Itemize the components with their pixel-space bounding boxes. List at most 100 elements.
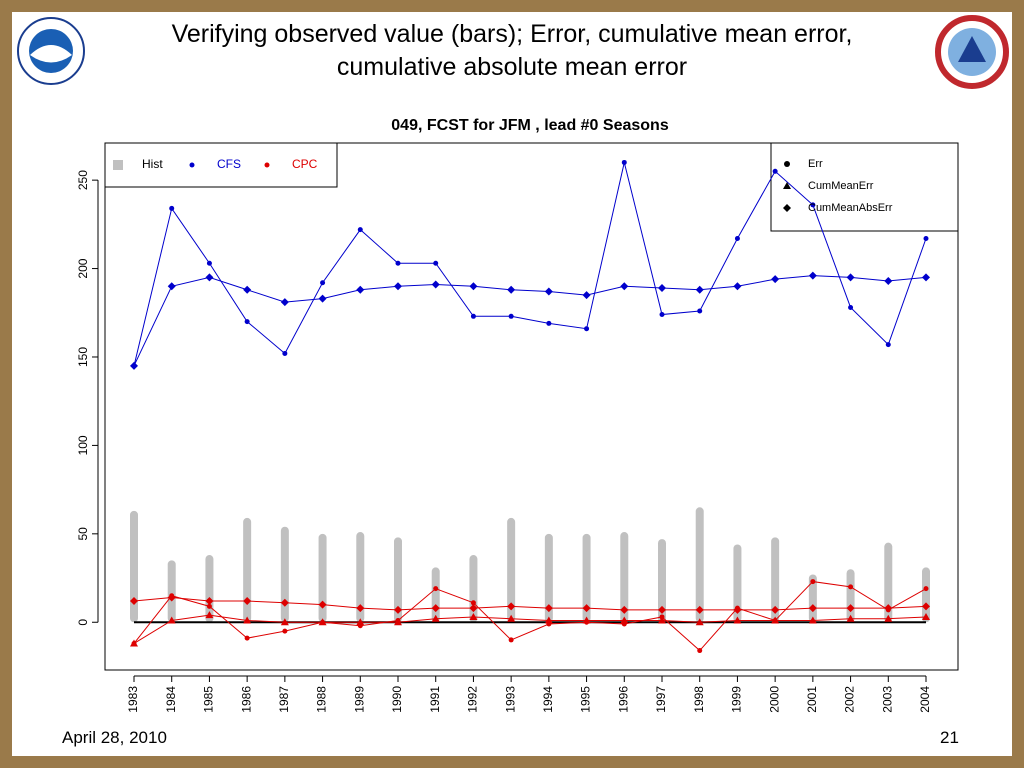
x-tick-label: 1994 [541,686,555,713]
legend-label: CPC [292,157,318,171]
bar [808,574,817,623]
x-tick-label: 1983 [126,686,140,713]
bar [620,532,629,623]
data-point [544,604,553,613]
plot-frame [104,142,959,671]
data-point [808,604,817,613]
x-tick-label: 2004 [918,686,932,713]
data-point [280,598,289,607]
bar [846,569,855,623]
data-point [433,260,439,266]
data-point [431,280,440,289]
data-point [433,586,439,592]
x-tick-label: 2000 [767,686,781,713]
bar [469,555,478,623]
data-point [846,273,855,282]
data-point [507,602,516,611]
data-point [697,308,703,314]
data-point [848,304,854,310]
data-point [356,604,365,613]
y-tick-label: 50 [76,527,90,541]
data-point [884,276,893,285]
data-point [320,280,326,286]
x-tick-label: 1997 [654,686,668,713]
data-point [318,294,327,303]
y-tick-label: 200 [76,258,90,278]
data-point [544,616,553,624]
data-point [206,603,212,609]
data-point [658,284,666,293]
data-point [771,616,780,624]
data-point [280,618,289,626]
data-point [205,597,214,606]
data-point [318,600,327,609]
data-point [206,260,212,266]
series-line [133,614,927,644]
page-number: 21 [940,728,959,747]
data-point [923,235,929,241]
data-point [357,227,363,233]
data-point [620,282,629,291]
bar [695,507,704,623]
data-point [394,618,402,626]
bar [733,544,742,623]
data-point [884,614,893,622]
data-point [582,616,591,624]
data-point [243,616,252,624]
data-point [733,605,742,614]
legend-label: Err [808,158,823,170]
data-point [848,584,854,590]
legend-label: CumMeanErr [808,180,874,192]
data-point [695,618,704,626]
data-point [470,600,476,606]
x-tick-label: 1995 [579,686,593,713]
bar [771,537,780,623]
x-tick-label: 1984 [164,686,178,713]
bar [394,537,402,623]
data-point [771,275,780,284]
legend-marker [189,162,195,168]
data-point [508,313,514,319]
slide-body [12,12,1012,756]
data-point [846,614,855,622]
y-tick-label: 0 [76,619,90,626]
data-point [508,637,514,643]
bar [507,517,516,623]
data-point [582,604,591,613]
x-tick-label: 1999 [730,686,744,713]
x-tick-label: 2003 [880,686,894,713]
x-tick-label: 1985 [202,686,216,713]
data-point [243,597,252,606]
data-point [507,614,516,622]
data-point [282,628,288,634]
data-point [810,202,816,208]
data-point [282,350,288,356]
data-point [733,282,742,291]
legend-label: CumMeanAbsErr [808,202,893,214]
data-point [810,579,816,585]
y-tick-label: 100 [76,435,90,455]
data-point [394,282,402,291]
data-point [695,285,704,294]
bar [167,560,176,623]
data-point [546,320,552,326]
legend-label: Hist [142,157,163,171]
data-point [695,605,704,614]
data-point [130,361,138,370]
data-point [808,616,817,624]
x-tick-label: 1998 [692,686,706,713]
legend-marker [784,161,790,167]
data-point [808,271,817,280]
legend-label: CFS [217,157,241,171]
legend-box [104,142,338,188]
data-point [169,205,175,211]
series-line [133,275,927,367]
x-tick-label: 1989 [352,686,366,713]
data-point [167,593,176,602]
slide-title: Verifying observed value (bars); Error, … [171,20,853,81]
data-point [584,326,590,332]
data-point [356,618,365,626]
x-tick-label: 1990 [390,686,404,713]
